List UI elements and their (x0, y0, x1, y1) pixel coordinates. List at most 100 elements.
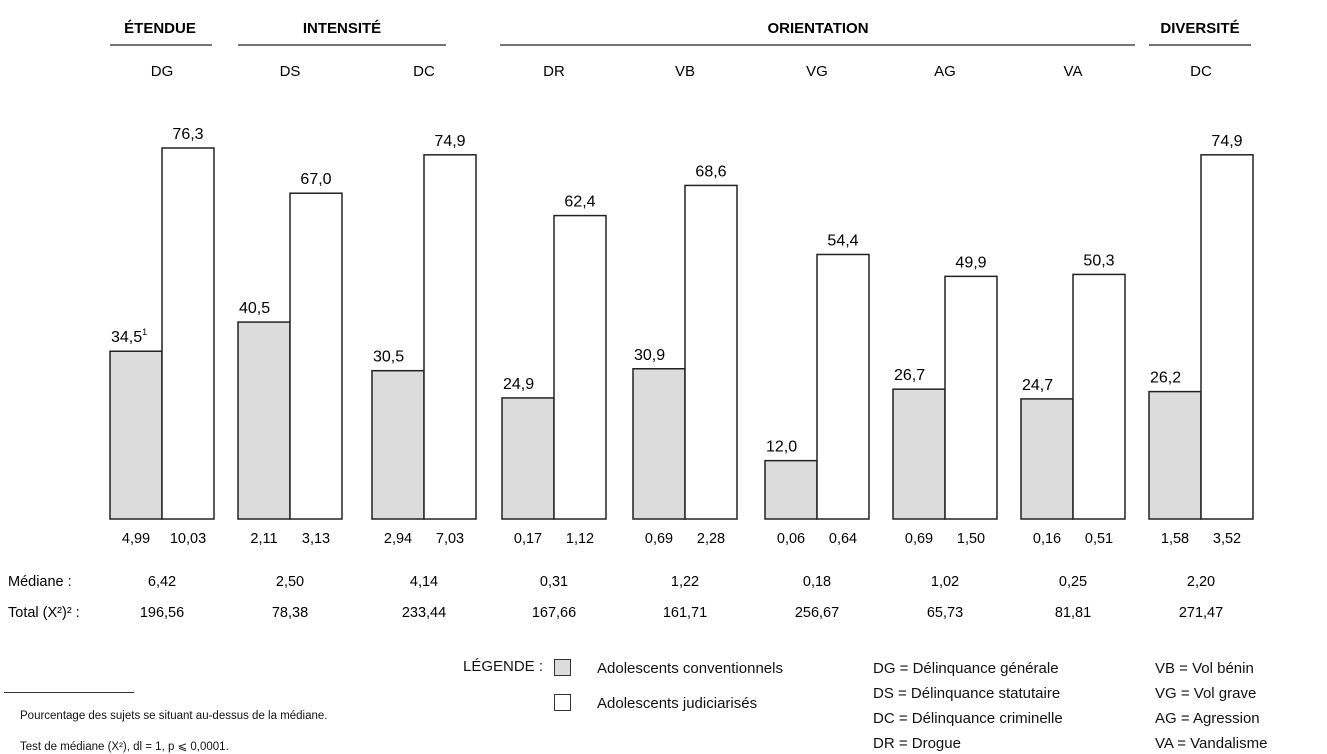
mean-conventionnels: 0,16 (1033, 531, 1061, 547)
group-label: ORIENTATION (767, 20, 868, 37)
data-label-conventionnels: 26,2 (1150, 370, 1181, 387)
bar-chart: ÉTENDUE INTENSITÉ ORIENTATION DIVERSITÉ DG DS… (8, 20, 1254, 621)
bar-judiciarises (289, 192, 343, 520)
mean-judiciarises: 1,50 (957, 531, 985, 547)
group-label: DIVERSITÉ (1160, 20, 1239, 37)
data-label-conventionnels: 30,9 (634, 347, 665, 364)
mediane-value: 2,50 (276, 574, 304, 590)
group-label: ÉTENDUE (124, 20, 196, 37)
data-label-conventionnels: 40,5 (239, 300, 270, 317)
abbr-ds: DS = Délinquance statutaire (873, 685, 1061, 702)
mean-conventionnels: 0,69 (645, 531, 673, 547)
mean-judiciarises: 1,12 (566, 531, 594, 547)
legend-title: LÉGENDE : (463, 658, 544, 675)
mediane-value: 4,14 (410, 574, 438, 590)
data-label-judiciarises: 49,9 (955, 254, 986, 271)
abbr-dg: DG = Délinquance générale (873, 660, 1059, 677)
mean-judiciarises: 3,52 (1213, 531, 1241, 547)
total-value: 161,71 (663, 605, 707, 621)
bar-conventionnels (764, 459, 818, 520)
bar-judiciarises (553, 214, 607, 520)
abbr-dr: DR = Drogue (873, 735, 961, 752)
bar-judiciarises (1072, 273, 1126, 520)
abbr-va: VA = Vandalisme (1155, 735, 1268, 752)
bar-conventionnels (371, 369, 425, 520)
mean-conventionnels: 2,11 (250, 531, 277, 547)
mediane-label: Médiane : (8, 574, 72, 590)
total-value: 167,66 (532, 605, 576, 621)
data-label-judiciarises: 50,3 (1083, 252, 1114, 269)
data-label-conventionnels: 12,0 (766, 439, 797, 456)
total-value: 78,38 (272, 605, 308, 621)
category-label: VA (1064, 63, 1083, 80)
mediane-value: 0,25 (1059, 574, 1087, 590)
bar-conventionnels (1020, 398, 1074, 520)
category-label: VB (675, 63, 695, 80)
bar-conventionnels (109, 350, 163, 520)
data-label-conventionnels: 26,7 (894, 367, 925, 384)
legend-label-conventionnels: Adolescents conventionnels (597, 660, 783, 677)
mean-judiciarises: 0,64 (829, 531, 857, 547)
mediane-value: 6,42 (148, 574, 176, 590)
mediane-value: 1,02 (931, 574, 959, 590)
abbr-dc: DC = Délinquance criminelle (873, 710, 1063, 727)
total-label: Total (X²)² : (8, 605, 80, 621)
footnote-rule (4, 692, 134, 693)
abbr-vb: VB = Vol bénin (1155, 660, 1254, 677)
mean-judiciarises: 7,03 (436, 531, 464, 547)
mediane-value: 0,31 (540, 574, 568, 590)
bar-conventionnels (501, 397, 555, 520)
legend-swatch-conventionnels (554, 659, 571, 676)
mean-conventionnels: 0,17 (514, 531, 542, 547)
total-value: 233,44 (402, 605, 446, 621)
bar-judiciarises (423, 154, 477, 520)
total-value: 81,81 (1055, 605, 1091, 621)
legend-swatch-judiciarises (554, 694, 571, 711)
mean-judiciarises: 10,03 (170, 531, 206, 547)
mean-judiciarises: 0,51 (1085, 531, 1113, 547)
mediane-value: 1,22 (671, 574, 699, 590)
data-label-conventionnels: 30,5 (373, 349, 404, 366)
data-label-conventionnels: 34,51 (111, 327, 147, 346)
abbr-vg: VG = Vol grave (1155, 685, 1257, 702)
bar-judiciarises (161, 147, 215, 520)
data-label-conventionnels: 24,7 (1022, 377, 1053, 394)
category-label: DG (151, 63, 174, 80)
data-label-judiciarises: 76,3 (172, 126, 203, 143)
data-label-judiciarises: 62,4 (564, 194, 595, 211)
category-label: VG (806, 63, 828, 80)
total-value: 65,73 (927, 605, 963, 621)
category-label: DC (1190, 63, 1212, 80)
bar-judiciarises (944, 275, 998, 520)
category-label: DR (543, 63, 565, 80)
data-label-conventionnels: 24,9 (503, 376, 534, 393)
mean-conventionnels: 2,94 (384, 531, 412, 547)
footnote-2: Test de médiane (X²), dl = 1, p ⩽ 0,0001… (20, 741, 229, 753)
data-label-judiciarises: 68,6 (695, 163, 726, 180)
data-label-judiciarises: 74,9 (1211, 133, 1242, 150)
data-label-judiciarises: 74,9 (434, 133, 465, 150)
legend-label-judiciarises: Adolescents judiciarisés (597, 695, 758, 712)
bar-conventionnels (1148, 390, 1202, 520)
mean-judiciarises: 3,13 (302, 531, 330, 547)
mediane-value: 0,18 (803, 574, 831, 590)
category-label: DS (280, 63, 301, 80)
group-label: INTENSITÉ (303, 20, 381, 37)
mean-conventionnels: 0,06 (777, 531, 805, 547)
total-value: 256,67 (795, 605, 839, 621)
mediane-value: 2,20 (1187, 574, 1215, 590)
mean-judiciarises: 2,28 (697, 531, 725, 547)
category-label: DC (413, 63, 435, 80)
data-label-judiciarises: 54,4 (827, 232, 858, 249)
mean-conventionnels: 4,99 (122, 531, 150, 547)
bar-judiciarises (684, 184, 738, 520)
bar-conventionnels (892, 388, 946, 520)
category-label: AG (934, 63, 956, 80)
mean-conventionnels: 1,58 (1161, 531, 1189, 547)
total-value: 196,56 (140, 605, 184, 621)
mean-conventionnels: 0,69 (905, 531, 933, 547)
bar-judiciarises (816, 253, 870, 520)
abbr-ag: AG = Agression (1155, 710, 1260, 727)
bar-conventionnels (237, 321, 291, 520)
total-value: 271,47 (1179, 605, 1223, 621)
